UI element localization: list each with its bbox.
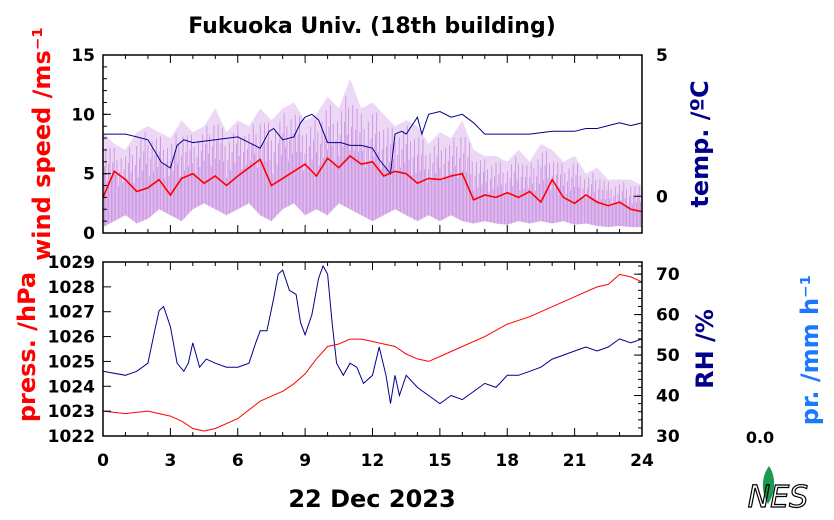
bottom-right-axis-label: RH /% <box>691 309 719 389</box>
y-tick-label: 0 <box>656 187 668 207</box>
y-tick-label: 15 <box>71 46 95 66</box>
precip-total: 0.0 <box>746 428 774 447</box>
temperature-series <box>103 110 643 175</box>
y-tick-label: 1028 <box>48 278 95 298</box>
x-tick-label: 21 <box>563 451 587 471</box>
x-tick-label: 24 <box>630 451 654 471</box>
top-right-tick-labels: 05 <box>656 46 668 207</box>
x-tick-label: 9 <box>299 451 311 471</box>
bottom-plot-frame <box>102 261 643 437</box>
x-tick-label: 12 <box>361 451 385 471</box>
y-tick-label: 70 <box>656 265 680 285</box>
top-ticks <box>102 54 643 234</box>
x-tick-labels: 0 3 6 9 12 15 18 21 24 <box>97 451 654 471</box>
y-tick-label: 10 <box>71 105 95 125</box>
y-tick-label: 1025 <box>48 352 95 372</box>
logo-text: NES <box>748 480 808 515</box>
x-tick-label: 6 <box>232 451 244 471</box>
bottom-left-axis-label: press. /hPa <box>13 272 41 422</box>
y-tick-label: 1023 <box>48 402 95 422</box>
precip-axis-label: pr. /mm h⁻¹ <box>796 275 824 425</box>
y-tick-label: 1027 <box>48 303 95 323</box>
bottom-left-tick-labels: 1022 1023 1024 1025 1026 1027 1028 1029 <box>48 253 95 447</box>
x-tick-label: 15 <box>428 451 452 471</box>
y-tick-label: 30 <box>656 427 680 447</box>
nes-logo: NES <box>747 466 809 516</box>
y-tick-label: 0 <box>83 224 95 244</box>
y-tick-label: 5 <box>656 46 668 66</box>
gust-band-series <box>102 78 642 228</box>
y-tick-label: 40 <box>656 387 680 407</box>
x-tick-label: 18 <box>495 451 519 471</box>
chart-title: Fukuoka Univ. (18th building) <box>188 14 556 39</box>
x-tick-label: 3 <box>164 451 176 471</box>
bottom-ticks <box>102 261 643 437</box>
y-tick-label: 1024 <box>48 377 95 397</box>
y-tick-label: 50 <box>656 346 680 366</box>
y-tick-label: 1022 <box>48 427 95 447</box>
x-tick-label: 0 <box>97 451 109 471</box>
date-label: 22 Dec 2023 <box>288 485 455 513</box>
top-left-axis-label: wind speed /ms⁻¹ <box>28 27 56 261</box>
y-tick-label: 1026 <box>48 328 95 348</box>
top-left-tick-labels: 0 5 10 15 <box>71 46 95 244</box>
y-tick-label: 5 <box>83 165 95 185</box>
wind-speed-series <box>102 154 643 213</box>
pressure-series <box>102 273 643 432</box>
top-right-axis-label: temp. /ºC <box>686 80 714 207</box>
humidity-series <box>102 264 643 405</box>
bottom-right-tick-labels: 30 40 50 60 70 <box>656 265 680 447</box>
y-tick-label: 60 <box>656 306 680 326</box>
logo-leaf-icon <box>762 466 775 504</box>
y-tick-label: 1029 <box>48 253 95 273</box>
